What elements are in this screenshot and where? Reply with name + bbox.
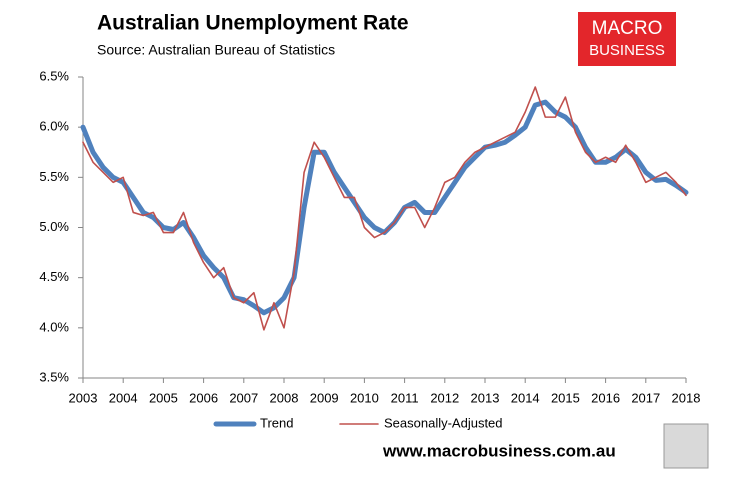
- y-tick-label: 6.0%: [39, 119, 69, 134]
- logo: [578, 12, 676, 66]
- y-tick-label: 5.0%: [39, 219, 69, 234]
- x-tick-label: 2012: [430, 390, 459, 405]
- y-tick-label: 3.5%: [39, 369, 69, 384]
- x-tick-label: 2015: [551, 390, 580, 405]
- x-tick-label: 2004: [109, 390, 138, 405]
- y-tick-label: 6.5%: [39, 68, 69, 83]
- x-tick-label: 2017: [631, 390, 660, 405]
- y-tick-label: 4.5%: [39, 269, 69, 284]
- chart-title: Australian Unemployment Rate: [97, 12, 409, 35]
- logo-text: BUSINESS: [589, 42, 665, 59]
- x-tick-label: 2003: [69, 390, 98, 405]
- logo-text: MACRO: [592, 18, 663, 39]
- x-tick-label: 2006: [189, 390, 218, 405]
- x-tick-label: 2005: [149, 390, 178, 405]
- series-line: [80, 99, 689, 316]
- x-tick-label: 2016: [591, 390, 620, 405]
- x-tick-label: 2018: [672, 390, 701, 405]
- legend-label: Trend: [260, 415, 293, 430]
- footer: www.macrobusiness.com.au: [382, 441, 616, 460]
- series-line: [82, 86, 687, 331]
- y-tick-label: 4.0%: [39, 319, 69, 334]
- chart-subtitle: Source: Australian Bureau of Statistics: [97, 42, 335, 58]
- x-tick-label: 2013: [471, 390, 500, 405]
- y-tick-label: 5.5%: [39, 169, 69, 184]
- x-tick-label: 2007: [229, 390, 258, 405]
- x-tick-label: 2010: [350, 390, 379, 405]
- x-tick-label: 2009: [310, 390, 339, 405]
- icon: [663, 423, 709, 469]
- x-tick-label: 2014: [511, 390, 540, 405]
- x-tick-label: 2008: [270, 390, 299, 405]
- legend-label: Seasonally-Adjusted: [384, 415, 503, 430]
- x-tick-label: 2011: [391, 390, 419, 405]
